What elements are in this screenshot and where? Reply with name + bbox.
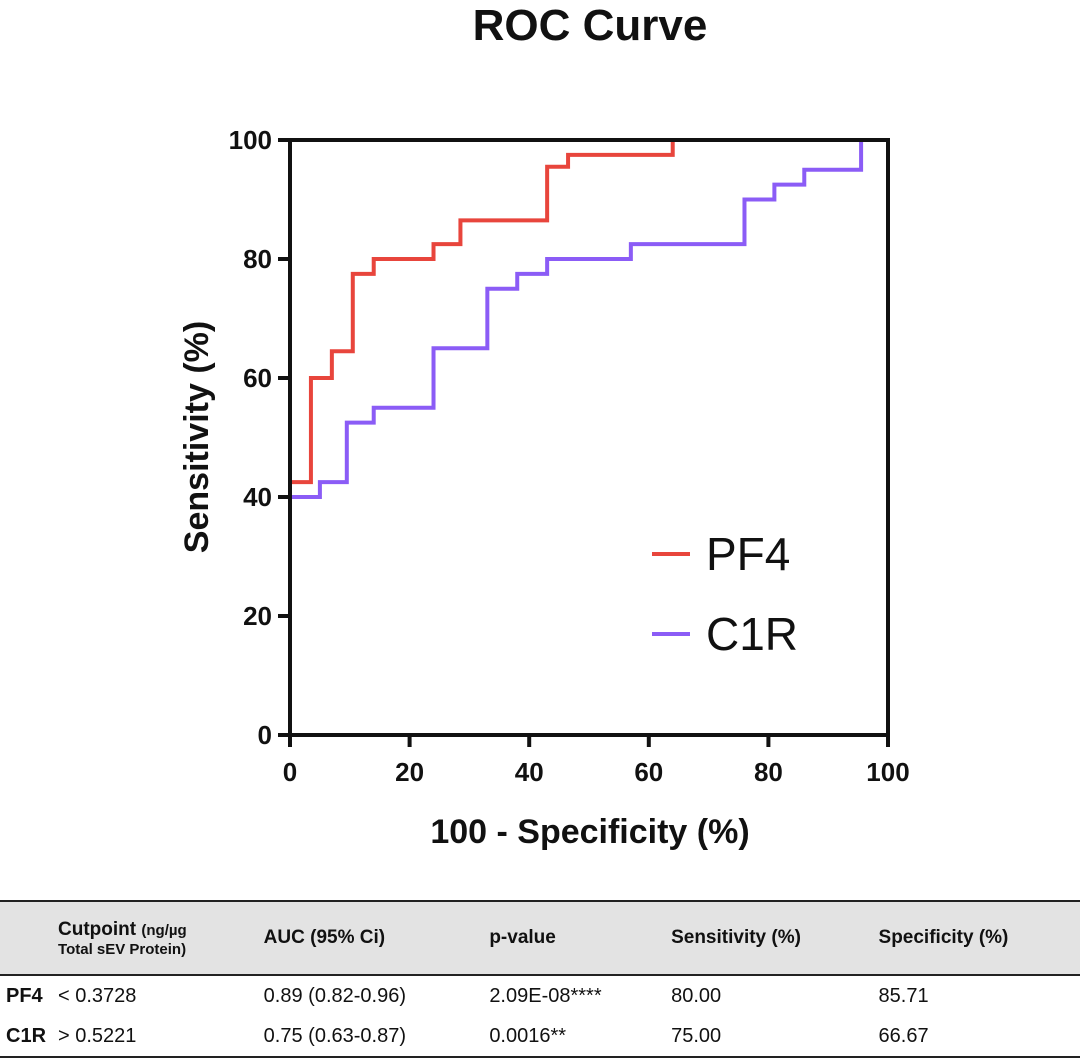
y-tick-label: 20 bbox=[243, 601, 272, 631]
cell-specificity: 66.67 bbox=[878, 1024, 929, 1047]
cell-cutpoint: > 0.5221 bbox=[58, 1024, 137, 1047]
cell-pvalue: 2.09E-08**** bbox=[489, 984, 602, 1007]
table-row: C1R > 0.5221 0.75 (0.63-0.87) 0.0016** 7… bbox=[0, 1016, 1080, 1057]
cell-specificity: 85.71 bbox=[878, 984, 929, 1007]
x-tick-label: 20 bbox=[395, 757, 424, 787]
header-cutpoint-unit-b: Total sEV Protein) bbox=[58, 940, 187, 958]
header-cutpoint-unit-a: (ng/µg bbox=[141, 921, 187, 939]
y-tick-label: 60 bbox=[243, 363, 272, 393]
cell-cutpoint: < 0.3728 bbox=[58, 984, 137, 1007]
x-tick-label: 100 bbox=[866, 757, 909, 787]
cell-auc: 0.75 (0.63-0.87) bbox=[263, 1024, 406, 1047]
x-tick-label: 40 bbox=[515, 757, 544, 787]
header-cutpoint-label: Cutpoint bbox=[58, 918, 137, 940]
x-axis-label: 100 - Specificity (%) bbox=[430, 813, 749, 851]
x-tick-label: 60 bbox=[634, 757, 663, 787]
cell-auc: 0.89 (0.82-0.96) bbox=[263, 984, 406, 1007]
y-tick-label: 80 bbox=[243, 244, 272, 274]
y-tick-label: 100 bbox=[229, 125, 272, 155]
roc-chart: ROC Curve 0 20 40 60 80 100 0 20 40 60 80 100 100 -… bbox=[178, 1, 910, 851]
series-line-pf4 bbox=[288, 138, 888, 735]
header-row-name bbox=[0, 901, 52, 975]
y-tick-label: 0 bbox=[258, 720, 272, 750]
x-tick-label: 0 bbox=[283, 757, 297, 787]
y-tick-label: 40 bbox=[243, 482, 272, 512]
header-cutpoint: Cutpoint (ng/µg Total sEV Protein) bbox=[52, 901, 258, 975]
series-line-c1r bbox=[290, 138, 888, 499]
plot-area: 0 20 40 60 80 100 0 20 40 60 80 100 bbox=[229, 125, 910, 787]
cell-sensitivity: 75.00 bbox=[671, 1024, 722, 1047]
cell-sensitivity: 80.00 bbox=[671, 984, 722, 1007]
y-axis-label: Sensitivity (%) bbox=[178, 321, 216, 553]
row-name: C1R bbox=[6, 1024, 47, 1047]
legend: PF4 C1R bbox=[652, 528, 798, 660]
legend-label-c1r: C1R bbox=[706, 608, 798, 660]
header-auc: AUC (95% Ci) bbox=[263, 927, 386, 948]
cell-pvalue: 0.0016** bbox=[489, 1024, 567, 1047]
table-header-row: Cutpoint (ng/µg Total sEV Protein) AUC (… bbox=[0, 901, 1080, 975]
table-row: PF4 < 0.3728 0.89 (0.82-0.96) 2.09E-08**… bbox=[0, 975, 1080, 1016]
header-specificity: Specificity (%) bbox=[878, 927, 1009, 948]
header-pvalue: p-value bbox=[489, 927, 556, 948]
plot-frame bbox=[288, 138, 890, 737]
row-name: PF4 bbox=[6, 984, 43, 1007]
stats-table: Cutpoint (ng/µg Total sEV Protein) AUC (… bbox=[0, 900, 1080, 1058]
x-tick-label: 80 bbox=[754, 757, 783, 787]
legend-label-pf4: PF4 bbox=[706, 528, 790, 580]
header-sensitivity: Sensitivity (%) bbox=[671, 927, 801, 948]
chart-title: ROC Curve bbox=[473, 1, 708, 50]
